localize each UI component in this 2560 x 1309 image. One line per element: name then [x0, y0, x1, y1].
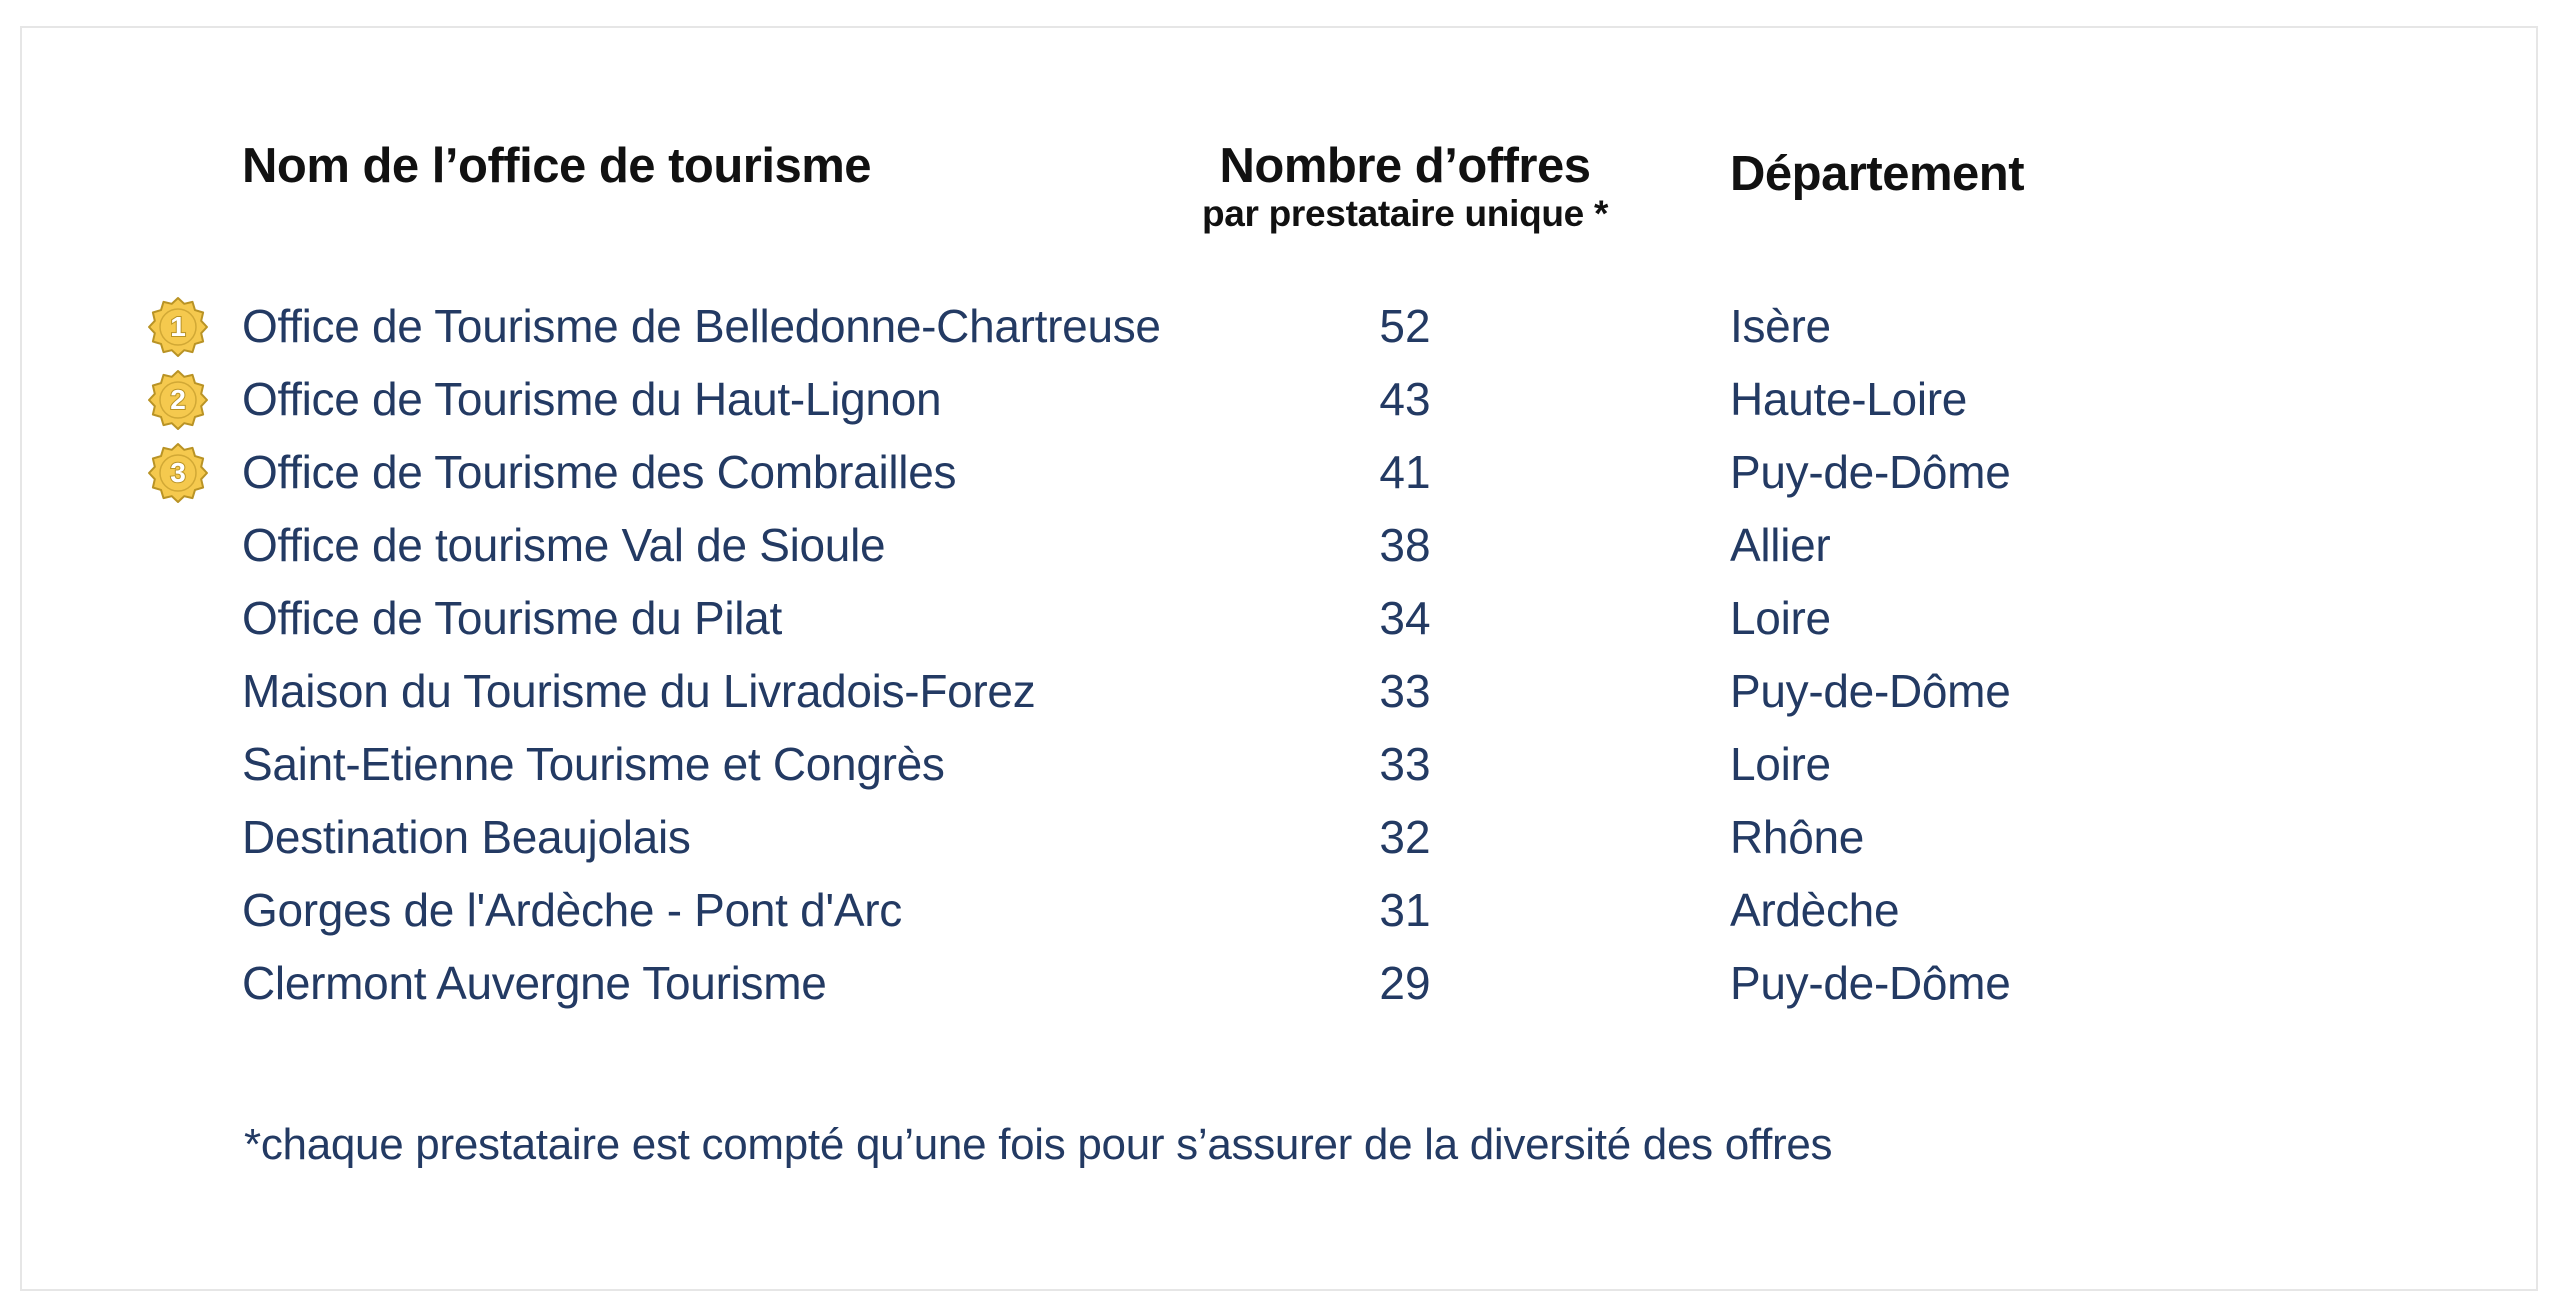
column-header-count-main: Nombre d’offres: [1219, 139, 1591, 193]
medal-inner-ring: [159, 308, 197, 346]
medal-icon: 2: [147, 369, 209, 431]
office-name: Maison du Tourisme du Livradois-Forez: [242, 665, 1036, 717]
column-header-name: Nom de l’office de tourisme: [242, 139, 872, 193]
offer-count: 41: [1379, 446, 1431, 498]
department: Allier: [1730, 519, 1831, 571]
department: Loire: [1730, 738, 1831, 790]
table-row: 2 Office de Tourisme du Haut-Lignon 43 H…: [0, 363, 2560, 436]
department: Puy-de-Dôme: [1730, 957, 2011, 1009]
office-name: Destination Beaujolais: [242, 811, 691, 863]
table-row: 1 Office de Tourisme de Belledonne-Chart…: [0, 290, 2560, 363]
office-name: Saint-Etienne Tourisme et Congrès: [242, 738, 945, 790]
medal-inner-ring: [159, 454, 197, 492]
footnote: *chaque prestataire est compté qu’une fo…: [244, 1120, 1833, 1169]
medal-badge-shape: [148, 370, 208, 430]
medal-rank: 3: [169, 456, 187, 489]
department: Isère: [1730, 300, 1831, 352]
offer-count: 43: [1379, 373, 1431, 425]
office-name: Office de Tourisme des Combrailles: [242, 446, 957, 498]
offer-count: 31: [1379, 884, 1431, 936]
column-header-count: Nombre d’offres par prestataire unique *: [1195, 136, 1615, 234]
column-header-department: Département: [1730, 147, 2025, 201]
office-name: Office de Tourisme de Belledonne-Chartre…: [242, 300, 1161, 352]
table-row: Office de tourisme Val de Sioule 38 Alli…: [0, 509, 2560, 582]
department: Puy-de-Dôme: [1730, 665, 2011, 717]
medal-inner-ring: [159, 381, 197, 419]
offer-count: 29: [1379, 957, 1431, 1009]
table-row: Clermont Auvergne Tourisme 29 Puy-de-Dôm…: [0, 947, 2560, 1020]
ranking-table: 1 Office de Tourisme de Belledonne-Chart…: [0, 290, 2560, 1020]
medal-badge-shape: [148, 297, 208, 357]
offer-count: 34: [1379, 592, 1431, 644]
department: Haute-Loire: [1730, 373, 1968, 425]
offer-count: 33: [1379, 665, 1431, 717]
offer-count: 33: [1379, 738, 1431, 790]
table-row: Maison du Tourisme du Livradois-Forez 33…: [0, 655, 2560, 728]
table-row: 3 Office de Tourisme des Combrailles 41 …: [0, 436, 2560, 509]
content-frame: [20, 26, 2538, 1291]
medal-icon: 3: [147, 442, 209, 504]
medal-badge-shape: [148, 443, 208, 503]
department: Puy-de-Dôme: [1730, 446, 2011, 498]
department: Ardèche: [1730, 884, 1900, 936]
offer-count: 32: [1379, 811, 1431, 863]
table-row: Office de Tourisme du Pilat 34 Loire: [0, 582, 2560, 655]
office-name: Office de tourisme Val de Sioule: [242, 519, 886, 571]
medal-rank: 2: [169, 383, 187, 416]
offer-count: 38: [1379, 519, 1431, 571]
column-header-count-sub: par prestataire unique *: [1201, 193, 1609, 234]
medal-icon: 1: [147, 296, 209, 358]
department: Loire: [1730, 592, 1831, 644]
office-name: Clermont Auvergne Tourisme: [242, 957, 827, 1009]
table-row: Destination Beaujolais 32 Rhône: [0, 801, 2560, 874]
table-row: Gorges de l'Ardèche - Pont d'Arc 31 Ardè…: [0, 874, 2560, 947]
office-name: Gorges de l'Ardèche - Pont d'Arc: [242, 884, 902, 936]
offer-count: 52: [1379, 300, 1431, 352]
office-name: Office de Tourisme du Haut-Lignon: [242, 373, 942, 425]
table-row: Saint-Etienne Tourisme et Congrès 33 Loi…: [0, 728, 2560, 801]
office-name: Office de Tourisme du Pilat: [242, 592, 782, 644]
department: Rhône: [1730, 811, 1865, 863]
medal-rank: 1: [169, 310, 187, 343]
